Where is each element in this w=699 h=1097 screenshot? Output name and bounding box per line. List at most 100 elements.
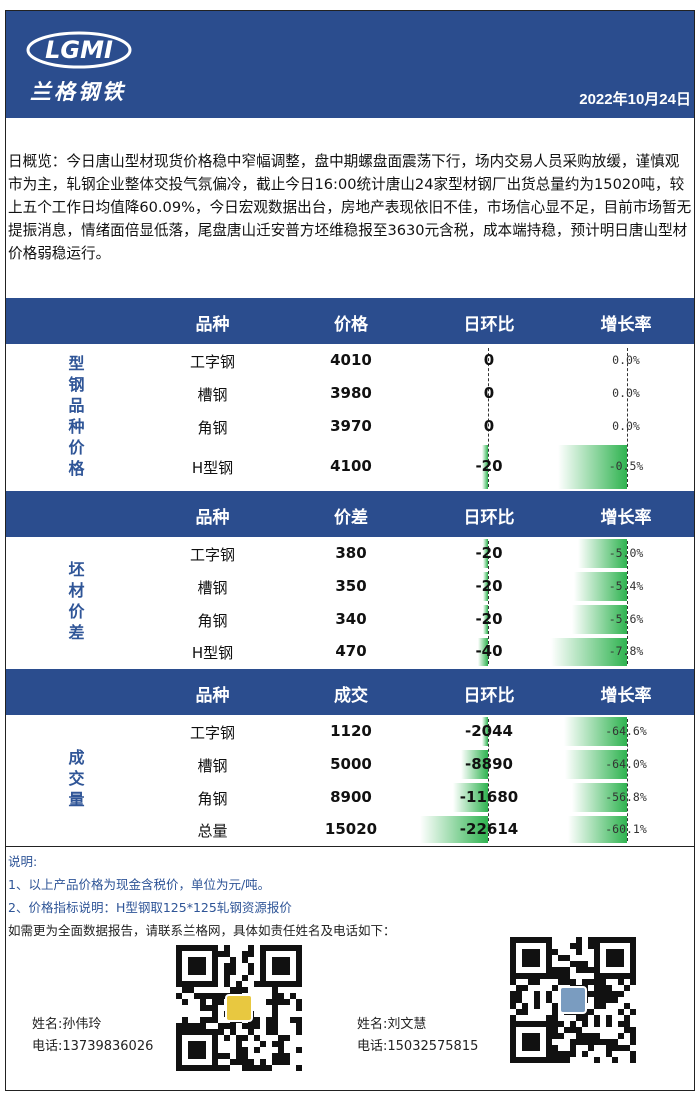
qr-module [570, 1039, 577, 1046]
qr-module [260, 1065, 267, 1072]
qr-module [624, 1003, 631, 1010]
qr-module [516, 937, 523, 944]
qr-module [194, 981, 201, 988]
qr-module [224, 951, 231, 958]
qr-module [212, 957, 219, 964]
rate-bar [558, 445, 627, 489]
qr-module [546, 1027, 553, 1034]
qr-module [576, 1015, 583, 1022]
qr-module [588, 967, 595, 974]
qr-module [200, 1005, 207, 1012]
qr-module [236, 981, 243, 988]
qr-module [296, 1005, 303, 1012]
qr-module [510, 943, 517, 950]
qr-module [212, 1059, 219, 1066]
qr-module [612, 937, 619, 944]
qr-module [618, 961, 625, 968]
qr-module [260, 945, 267, 952]
qr-module [278, 969, 285, 976]
qr-module [296, 969, 303, 976]
qr-module [224, 1053, 231, 1060]
row-change: 0 [483, 350, 495, 369]
qr-module [218, 1065, 225, 1072]
qr-module [522, 955, 529, 962]
qr-module [510, 973, 517, 980]
qr-module [510, 955, 517, 962]
qr-module [624, 985, 631, 992]
qr-module [242, 987, 249, 994]
qr-module [534, 1045, 541, 1052]
row-value: 380 [335, 543, 367, 562]
notes-line: 如需更为全面数据报告，请联系兰格网，具体如责任姓名及电话如下： [8, 923, 396, 938]
qr-module [278, 957, 285, 964]
qr-module [212, 993, 219, 1000]
qr-module [516, 991, 523, 998]
qr-module [224, 975, 231, 982]
row-name: H型钢 [191, 644, 234, 662]
qr-module [272, 1029, 279, 1036]
qr-module [248, 1065, 255, 1072]
qr-module [248, 963, 255, 970]
qr-module [296, 1047, 303, 1054]
qr-module [606, 1045, 613, 1052]
row-rate: -64.0% [605, 756, 647, 771]
qr-module [612, 1039, 619, 1046]
qr-module [260, 975, 267, 982]
qr-module [612, 991, 619, 998]
qr-module [522, 937, 529, 944]
qr-module [296, 963, 303, 970]
rate-axis [627, 719, 628, 841]
qr-module [242, 1065, 249, 1072]
qr-module [188, 969, 195, 976]
qr-module [576, 949, 583, 956]
qr-module [522, 1045, 529, 1052]
qr-module [188, 1029, 195, 1036]
logo: LGMI [26, 31, 132, 69]
qr-module [528, 955, 535, 962]
qr-module [284, 963, 291, 970]
row-value: 15020 [324, 819, 378, 838]
qr-module [576, 961, 583, 968]
row-change: -20 [475, 543, 503, 562]
change-bar [483, 572, 488, 601]
qr-module [290, 993, 297, 1000]
qr-module [600, 985, 607, 992]
qr-module [212, 1065, 219, 1072]
qr-avatar [559, 986, 587, 1014]
change-bar [483, 605, 488, 634]
section-label: 坯材价差 [65, 560, 85, 645]
qr-module [254, 1017, 261, 1024]
qr-module [296, 1023, 303, 1030]
qr-module [624, 937, 631, 944]
qr-module [218, 951, 225, 958]
qr-module [630, 979, 637, 986]
contact-phone: 电话:13739836026 [32, 1039, 154, 1054]
rate-bar [578, 539, 627, 568]
qr-module [522, 973, 529, 980]
qr-module [618, 973, 625, 980]
qr-module [284, 945, 291, 952]
qr-module [254, 1065, 261, 1072]
qr-module [612, 1045, 619, 1052]
qr-module [218, 1053, 225, 1060]
column-header: 日环比 [463, 315, 515, 335]
qr-module [272, 993, 279, 1000]
qr-module [182, 1065, 189, 1072]
notes-line: 2、价格指标说明：H型钢取125*125轧钢资源报价 [8, 900, 292, 915]
qr-module [564, 973, 571, 980]
qr-module [230, 1023, 237, 1030]
qr-module [552, 1009, 559, 1016]
qr-module [534, 1057, 541, 1064]
qr-module [510, 979, 517, 986]
qr-module [552, 1021, 559, 1028]
qr-module [510, 1057, 517, 1064]
qr-module [284, 969, 291, 976]
qr-module [564, 1027, 571, 1034]
qr-module [242, 975, 249, 982]
qr-module [278, 1059, 285, 1066]
qr-module [248, 969, 255, 976]
change-bar [481, 717, 488, 746]
qr-module [552, 967, 559, 974]
column-header: 价格 [334, 315, 368, 335]
qr-module [582, 961, 589, 968]
